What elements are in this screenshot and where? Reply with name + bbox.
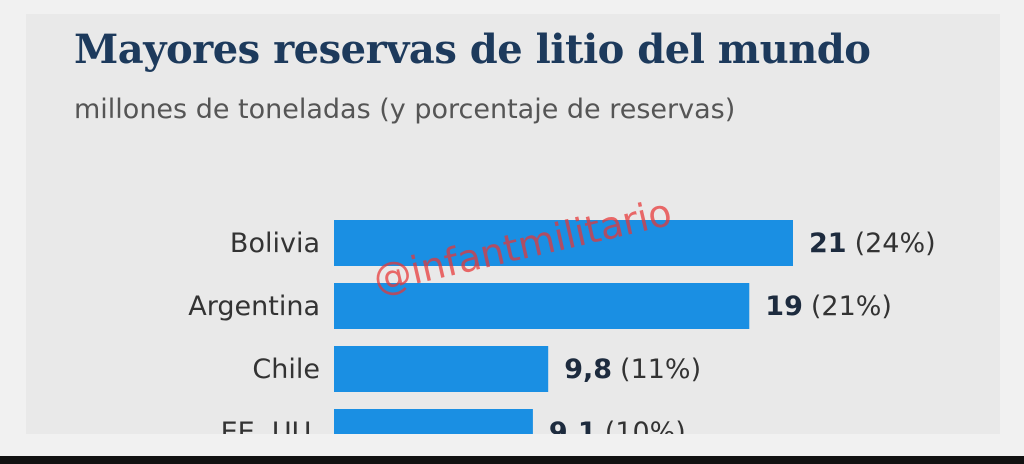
bar-chart: Bolivia 21 (24%) Argentina 19 (21%) Chile 9,8 (1… xyxy=(188,220,936,434)
value-label: 21 (24%) xyxy=(809,228,936,259)
value-label: 19 (21%) xyxy=(765,291,892,322)
bar-argentina xyxy=(334,283,750,329)
value-percent: (21%) xyxy=(811,291,892,322)
category-label: Chile xyxy=(252,354,320,385)
category-label: Bolivia xyxy=(230,228,320,259)
category-label: EE. UU. xyxy=(221,417,320,434)
value-label: 9,8 (11%) xyxy=(564,354,701,385)
bar-ee-uu xyxy=(334,409,533,434)
bar-bolivia xyxy=(334,220,793,266)
value-number: 9,8 xyxy=(564,354,612,385)
value-percent: (24%) xyxy=(855,228,936,259)
screen-bottom-edge xyxy=(0,456,1024,464)
chart-card: Mayores reservas de litio del mundo mill… xyxy=(26,14,1000,434)
value-percent: (11%) xyxy=(620,354,701,385)
value-percent: (10%) xyxy=(605,417,686,434)
value-number: 21 xyxy=(809,228,847,259)
chart-title: Mayores reservas de litio del mundo xyxy=(74,26,871,73)
category-label: Argentina xyxy=(188,291,320,322)
bar-chile xyxy=(334,346,549,392)
chart-subtitle: millones de toneladas (y porcentaje de r… xyxy=(74,94,736,125)
value-label: 9,1 (10%) xyxy=(549,417,686,434)
value-number: 9,1 xyxy=(549,417,597,434)
value-number: 19 xyxy=(765,291,803,322)
